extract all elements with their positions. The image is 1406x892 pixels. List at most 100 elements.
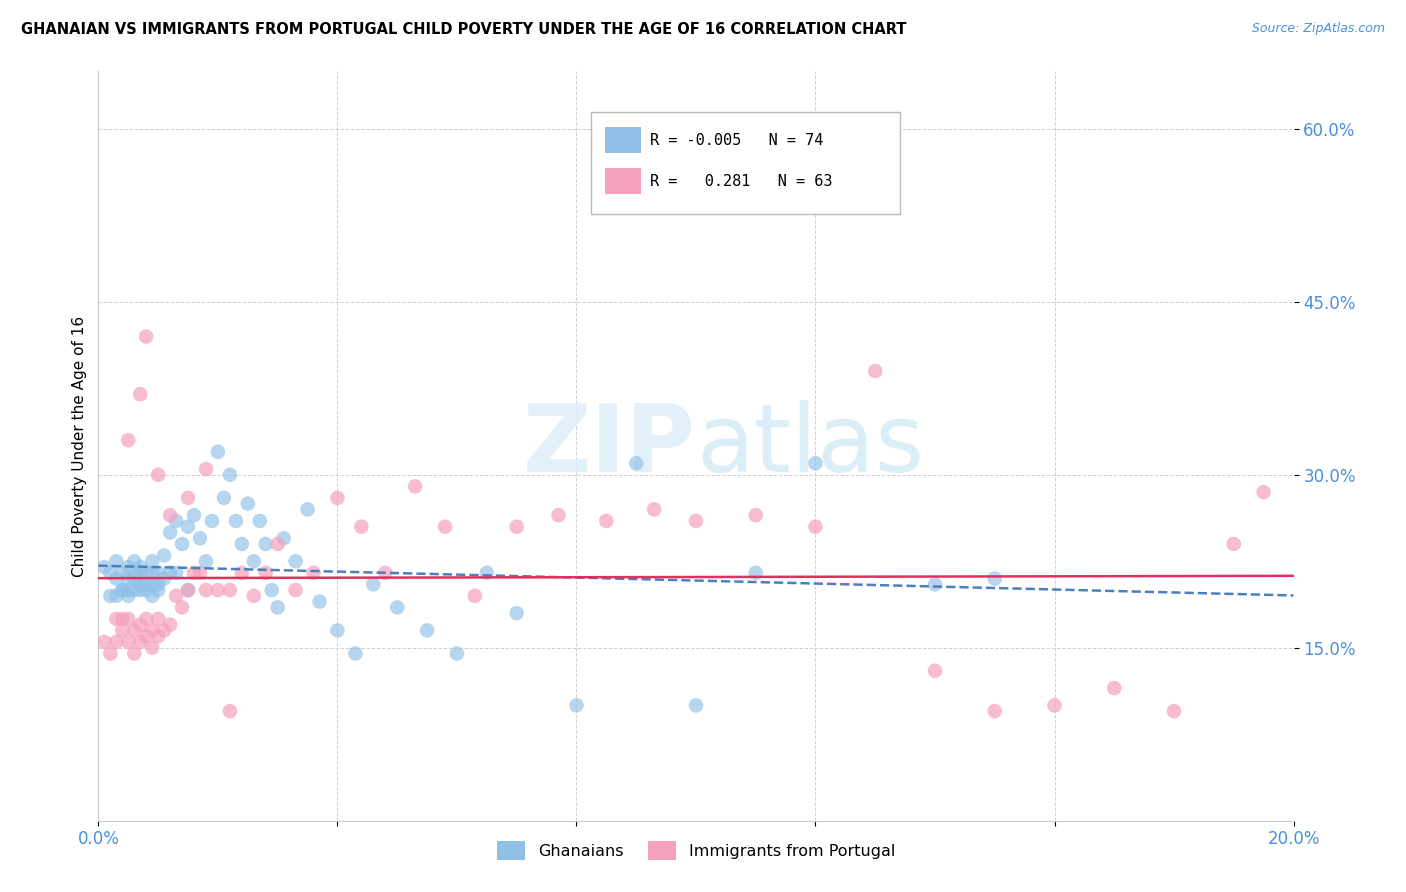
Point: [124, 566, 146, 580]
Point: [117, 572, 139, 586]
Point: [865, 364, 887, 378]
Point: [183, 508, 205, 523]
Point: [129, 387, 152, 401]
Point: [374, 566, 396, 580]
Point: [177, 491, 200, 505]
Point: [148, 467, 170, 482]
Point: [1043, 698, 1066, 713]
Point: [195, 583, 218, 598]
Point: [177, 519, 200, 533]
Point: [547, 508, 569, 523]
Point: [284, 554, 307, 568]
Point: [1104, 681, 1126, 695]
Text: atlas: atlas: [696, 400, 924, 492]
Point: [385, 600, 409, 615]
Point: [117, 583, 139, 598]
Point: [159, 617, 181, 632]
Point: [464, 589, 486, 603]
Point: [105, 589, 128, 603]
Text: ZIP: ZIP: [523, 400, 696, 492]
Point: [129, 617, 152, 632]
Point: [506, 519, 529, 533]
Point: [117, 612, 139, 626]
Point: [984, 704, 1007, 718]
Point: [273, 531, 295, 545]
Point: [595, 514, 617, 528]
Point: [434, 519, 457, 533]
Point: [219, 467, 242, 482]
Point: [804, 456, 827, 470]
Point: [141, 566, 163, 580]
Point: [249, 514, 271, 528]
Point: [135, 583, 157, 598]
Point: [111, 624, 134, 638]
Point: [350, 519, 373, 533]
Point: [984, 572, 1007, 586]
Point: [344, 647, 367, 661]
Point: [141, 589, 163, 603]
Point: [506, 606, 529, 620]
Point: [135, 629, 157, 643]
Point: [159, 566, 181, 580]
Point: [172, 600, 194, 615]
Point: [195, 554, 218, 568]
Point: [93, 635, 115, 649]
Text: Source: ZipAtlas.com: Source: ZipAtlas.com: [1251, 22, 1385, 36]
Legend: Ghanaians, Immigrants from Portugal: Ghanaians, Immigrants from Portugal: [491, 834, 901, 867]
Point: [159, 525, 181, 540]
Point: [141, 577, 163, 591]
Point: [124, 583, 146, 598]
Point: [111, 612, 134, 626]
Point: [924, 577, 946, 591]
Point: [105, 635, 128, 649]
Point: [231, 537, 253, 551]
Point: [745, 566, 768, 580]
Point: [188, 566, 211, 580]
Point: [105, 554, 128, 568]
Point: [98, 647, 122, 661]
Point: [135, 329, 157, 343]
Point: [267, 600, 290, 615]
Point: [1253, 485, 1275, 500]
Point: [685, 514, 707, 528]
Point: [745, 508, 768, 523]
Point: [124, 554, 146, 568]
Point: [129, 635, 152, 649]
Point: [254, 566, 277, 580]
Point: [124, 572, 146, 586]
Point: [404, 479, 426, 493]
Point: [165, 514, 187, 528]
Point: [153, 624, 176, 638]
Point: [148, 629, 170, 643]
Point: [105, 572, 128, 586]
Point: [177, 583, 200, 598]
Point: [105, 612, 128, 626]
Point: [165, 566, 187, 580]
Point: [129, 583, 152, 598]
Point: [212, 491, 235, 505]
Point: [243, 589, 266, 603]
Point: [93, 560, 115, 574]
Point: [124, 624, 146, 638]
Point: [643, 502, 665, 516]
Point: [117, 560, 139, 574]
Point: [565, 698, 588, 713]
Point: [111, 583, 134, 598]
Point: [177, 583, 200, 598]
Point: [117, 635, 139, 649]
Point: [172, 537, 194, 551]
Point: [924, 664, 946, 678]
Point: [416, 624, 439, 638]
Text: GHANAIAN VS IMMIGRANTS FROM PORTUGAL CHILD POVERTY UNDER THE AGE OF 16 CORRELATI: GHANAIAN VS IMMIGRANTS FROM PORTUGAL CHI…: [21, 22, 907, 37]
Point: [183, 566, 205, 580]
Point: [326, 624, 349, 638]
Point: [475, 566, 498, 580]
Point: [153, 549, 176, 563]
Point: [225, 514, 247, 528]
Point: [98, 566, 122, 580]
Y-axis label: Child Poverty Under the Age of 16: Child Poverty Under the Age of 16: [72, 316, 87, 576]
Point: [148, 577, 170, 591]
Point: [219, 704, 242, 718]
Point: [207, 444, 229, 458]
Point: [117, 434, 139, 448]
